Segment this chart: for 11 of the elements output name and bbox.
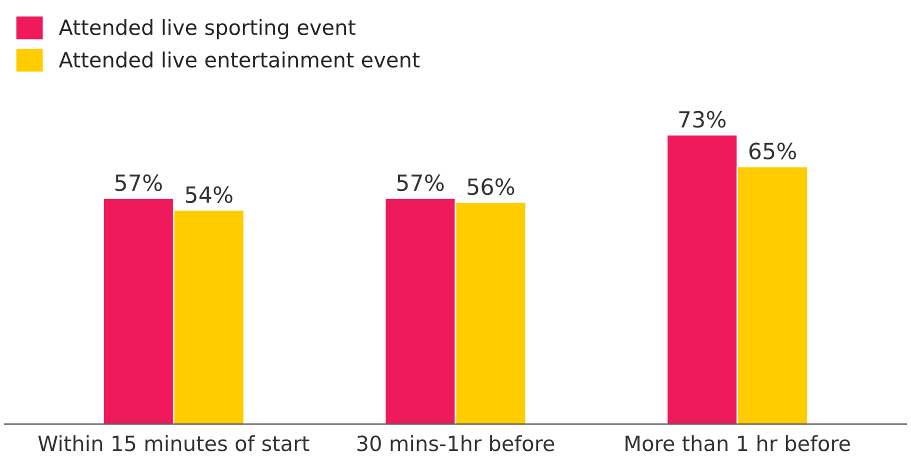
data-label: 56% — [468, 178, 514, 196]
data-label: 65% — [749, 142, 796, 160]
x-tick-label: More than 1 hr before — [626, 435, 850, 452]
data-label: 57% — [397, 174, 444, 192]
x-tick-label: 30 mins-1hr before — [357, 435, 554, 452]
x-tick-label: Within 15 minutes of start — [38, 435, 310, 452]
legend-label: Attended live sporting event — [58, 19, 356, 40]
data-label: 57% — [115, 174, 162, 192]
legend-label: Attended live entertainment event — [58, 51, 420, 68]
data-label: 54% — [186, 186, 232, 204]
data-label: 73% — [679, 110, 726, 128]
